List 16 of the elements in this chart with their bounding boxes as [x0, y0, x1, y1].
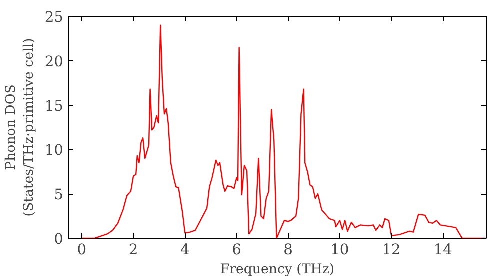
y-tick-label: 10: [44, 142, 64, 160]
y-tick-label: 5: [54, 186, 64, 204]
x-axis-title: Frequency (THz): [220, 262, 335, 278]
x-tick-label: 12: [382, 242, 401, 258]
y-tick-label: 20: [44, 53, 64, 70]
x-tick-label: 6: [232, 242, 242, 258]
y-axis-title: Phonon DOS (States/THz·primitive cell): [4, 38, 37, 217]
y-tick-label: 15: [44, 98, 64, 115]
x-tick-label: 2: [128, 242, 138, 258]
x-tick-label: 14: [434, 242, 452, 258]
x-tick-label: 8: [284, 242, 294, 258]
x-tick-label: 0: [77, 242, 87, 258]
y-tick-label: 25: [44, 9, 64, 26]
x-tick-label: 10: [330, 242, 350, 258]
y-tick-label: 0: [54, 231, 64, 248]
x-tick-label: 4: [180, 242, 190, 258]
